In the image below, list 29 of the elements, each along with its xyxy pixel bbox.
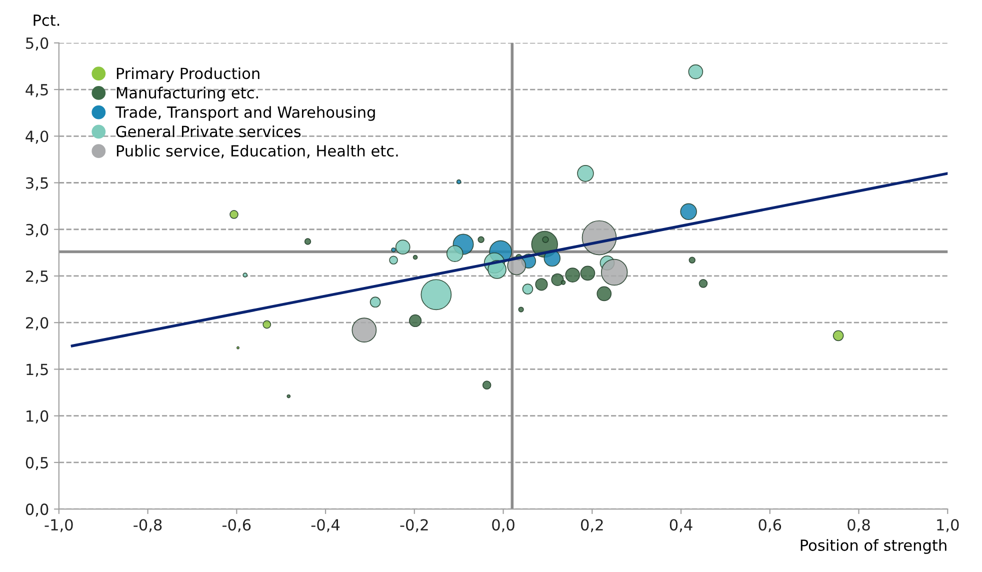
legend-label: General Private services	[116, 125, 301, 138]
x-tick-label: -1,0	[44, 519, 73, 532]
x-tick-label: 1,0	[937, 519, 959, 532]
x-tick-label: -0,2	[400, 519, 428, 532]
x-tick-label: 0,2	[581, 519, 603, 532]
x-tick-label: 0,8	[848, 519, 870, 532]
y-tick-label: 1,5	[26, 364, 48, 377]
x-tick-label: 0,0	[492, 519, 514, 532]
y-tick-label: 4,0	[26, 130, 48, 144]
legend-label: Trade, Transport and Warehousing	[115, 106, 375, 121]
y-tick-label: 1,0	[26, 410, 48, 424]
y-axis-title: Pct.	[34, 14, 60, 26]
y-tick-label: 0,0	[26, 504, 48, 517]
x-axis-title: Position of strength	[800, 539, 946, 554]
y-tick-label: 0,5	[26, 456, 48, 470]
y-tick-label: 3,5	[26, 177, 48, 190]
legend-label: Public service, Education, Health etc.	[116, 144, 398, 158]
x-tick-label: -0,4	[311, 519, 340, 532]
legend-label: Primary Production	[116, 67, 260, 82]
legend-label: Manufacturing etc.	[116, 86, 258, 102]
y-tick-label: 2,0	[26, 317, 48, 330]
x-tick-label: -0,8	[134, 519, 162, 532]
x-tick-label: 0,6	[758, 519, 782, 532]
x-tick-label: 0,4	[670, 519, 692, 532]
y-tick-label: 2,5	[26, 270, 48, 284]
y-tick-label: 4,5	[26, 84, 48, 98]
y-tick-label: 3,0	[26, 224, 48, 237]
x-tick-label: -0,6	[222, 519, 251, 532]
y-tick-label: 5,0	[26, 37, 48, 50]
